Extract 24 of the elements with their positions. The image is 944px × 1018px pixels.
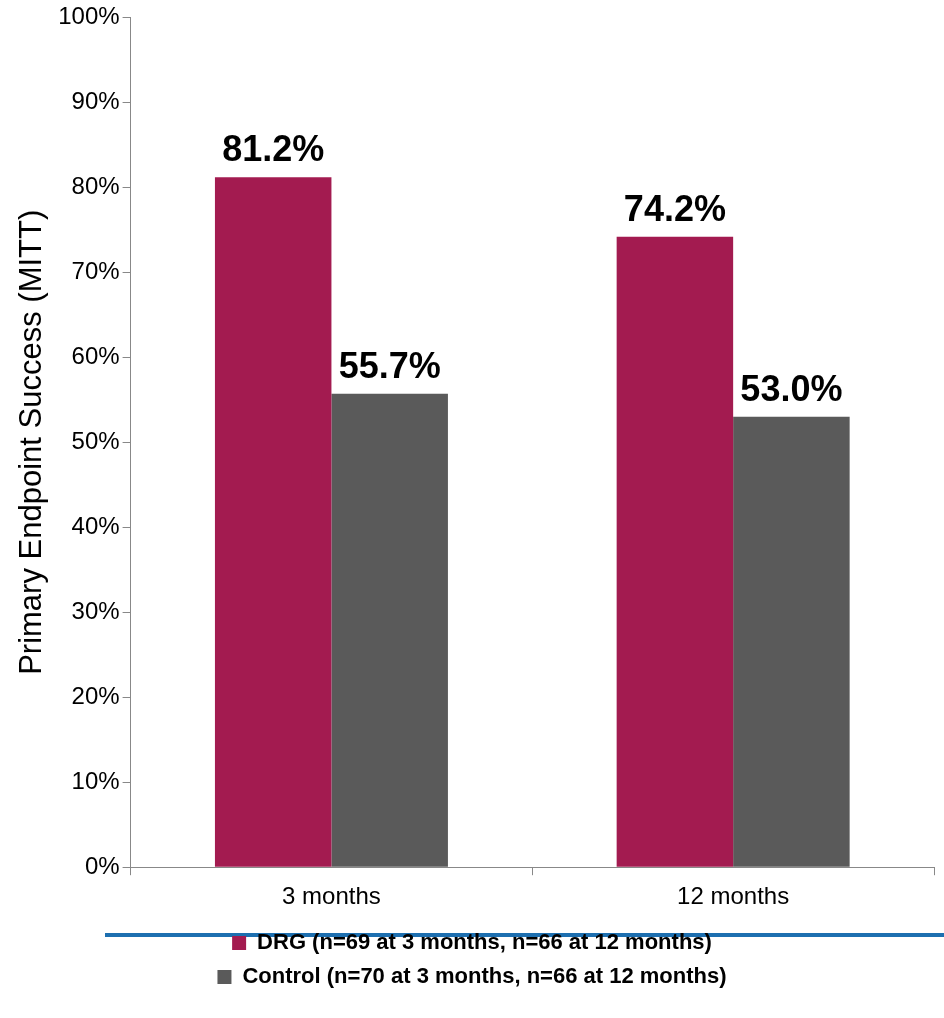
y-tick-label: 10% (71, 766, 120, 794)
y-tick-label: 70% (71, 256, 120, 284)
legend-label: DRG (n=69 at 3 months, n=66 at 12 months) (257, 929, 712, 955)
legend-label: Control (n=70 at 3 months, n=66 at 12 months) (242, 963, 727, 989)
y-tick-label: 30% (71, 596, 120, 624)
bar (331, 393, 448, 867)
y-tick-label: 90% (71, 87, 120, 114)
y-axis-title: Primary Endpoint Success (MITT) (13, 209, 49, 675)
text: 74.2% (623, 187, 726, 229)
bar (616, 236, 734, 867)
text: 53.0% (740, 367, 843, 409)
y-tick-label: 60% (71, 341, 120, 369)
y-tick-label: 50% (71, 426, 120, 454)
y-tick-label: 0% (84, 851, 120, 879)
y-tick-label: 20% (71, 681, 120, 709)
bar (733, 416, 850, 867)
y-tick-label: 80% (71, 171, 120, 199)
bar (214, 177, 332, 867)
x-tick-label: 12 months (677, 882, 790, 910)
y-tick-label: 40% (71, 511, 120, 539)
text: 81.2% (222, 128, 325, 170)
text: 55.7% (338, 344, 441, 386)
y-tick-label: 100% (58, 2, 120, 30)
x-tick-label: 3 months (282, 882, 381, 910)
